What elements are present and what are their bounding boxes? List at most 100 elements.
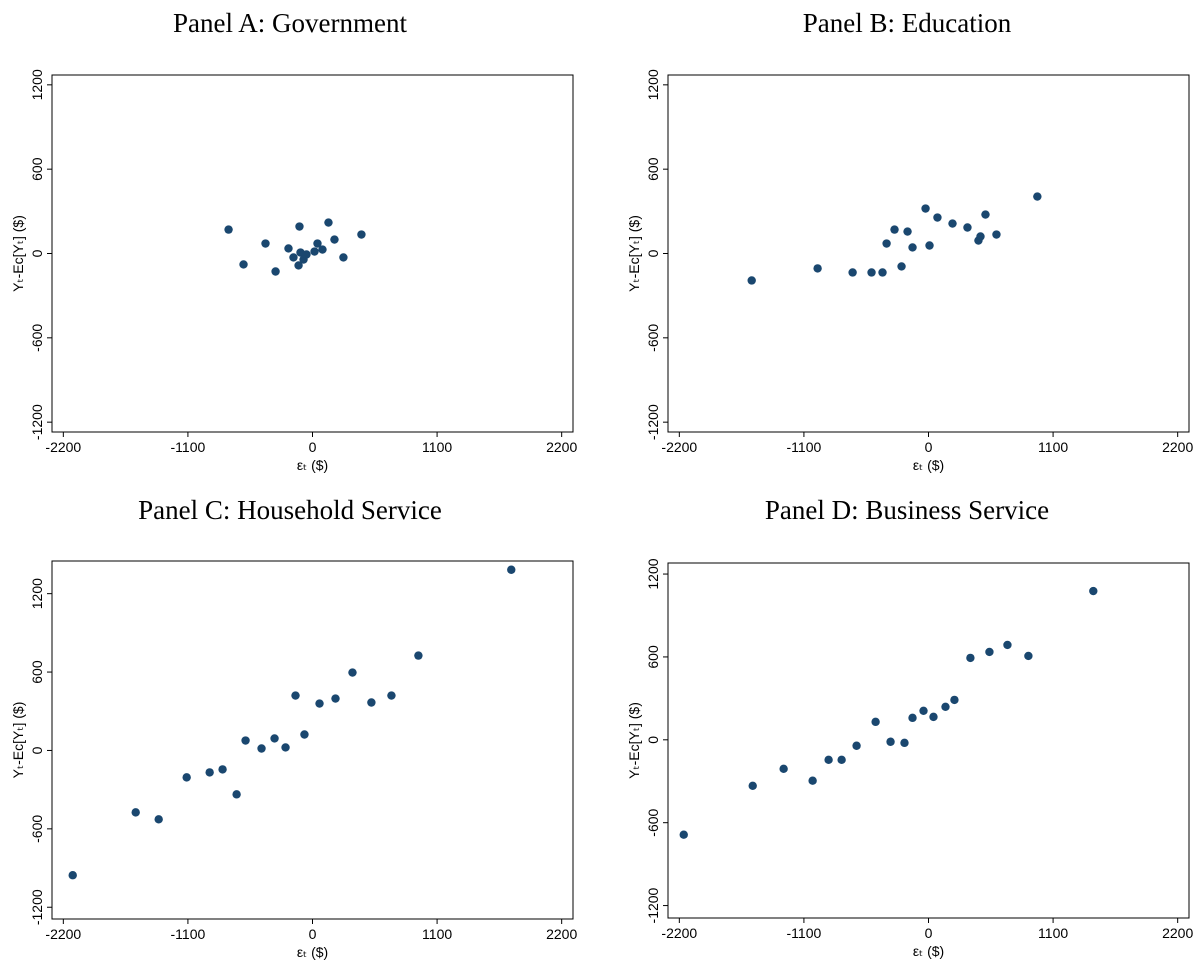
point [779, 764, 788, 774]
point [813, 264, 822, 273]
y-tick-label: 600 [645, 645, 661, 669]
point [908, 243, 917, 252]
point [882, 239, 891, 248]
y-tick-label: 1200 [645, 69, 661, 100]
x-tick-label: 2200 [546, 439, 577, 455]
point [330, 235, 339, 244]
x-tick-label: 1100 [1038, 925, 1068, 941]
point [985, 647, 994, 657]
panel-title: Panel C: Household Service [138, 495, 442, 525]
point [948, 219, 957, 228]
x-tick-label: -1100 [787, 439, 822, 455]
x-tick-label: 2200 [1162, 925, 1193, 941]
x-axis-label: εₜ ($) [297, 457, 328, 473]
y-tick-label: -600 [645, 808, 661, 836]
point [1033, 192, 1042, 201]
point [281, 743, 290, 752]
point [257, 744, 266, 753]
y-axis-label: Yₜ-Eᴄ[Yₜ] ($) [10, 215, 26, 292]
point [205, 768, 214, 777]
point [357, 230, 366, 239]
point [981, 210, 990, 219]
y-tick-label: 1200 [645, 558, 661, 589]
point [154, 815, 163, 824]
y-tick-label: 0 [29, 249, 45, 257]
point [300, 730, 309, 739]
point [318, 245, 327, 254]
point [878, 268, 887, 277]
point [897, 262, 906, 271]
point [852, 741, 861, 750]
point [929, 712, 938, 722]
x-tick-label: 0 [309, 439, 317, 455]
y-tick-label: -1200 [29, 404, 45, 440]
point [848, 268, 857, 277]
point [1089, 586, 1098, 596]
point [871, 717, 880, 727]
x-tick-label: -2200 [45, 439, 81, 455]
plot-frame [667, 562, 1190, 919]
point [1003, 640, 1012, 650]
y-axis-label: Yₜ-Eᴄ[Yₜ] ($) [626, 215, 642, 292]
point [239, 260, 248, 269]
y-tick-label: -600 [645, 324, 661, 352]
panel-title: Panel B: Education [803, 8, 1012, 38]
point [919, 706, 928, 716]
x-axis-label: εₜ ($) [913, 943, 944, 959]
y-tick-label: 0 [645, 249, 661, 257]
point [414, 651, 423, 660]
x-tick-label: -2200 [661, 439, 697, 455]
point [295, 222, 304, 231]
x-tick-label: 2200 [1162, 439, 1193, 455]
point [224, 225, 233, 234]
point [921, 204, 930, 213]
x-tick-label: 1100 [422, 926, 452, 942]
y-tick-label: 1200 [29, 69, 45, 100]
y-axis-label: Yₜ-Eᴄ[Yₜ] ($) [626, 702, 642, 779]
point [232, 790, 241, 799]
point [886, 737, 895, 746]
point [68, 871, 77, 880]
point [808, 776, 817, 785]
point [315, 699, 324, 708]
point [976, 232, 985, 241]
x-tick-label: -1100 [171, 926, 206, 942]
x-tick-label: -1100 [787, 925, 822, 941]
point [679, 830, 688, 839]
y-tick-label: 0 [645, 736, 661, 744]
point [331, 694, 340, 703]
point [507, 565, 516, 574]
y-tick-label: -600 [29, 324, 45, 352]
point [291, 691, 300, 700]
panel-title: Panel D: Business Service [765, 495, 1049, 525]
y-tick-label: -1200 [29, 889, 45, 925]
point [339, 253, 348, 262]
point [867, 268, 876, 277]
point [837, 755, 846, 765]
y-tick-label: 0 [29, 746, 45, 754]
x-axis-label: εₜ ($) [297, 944, 328, 960]
point [900, 738, 909, 748]
point [903, 227, 912, 236]
x-tick-label: 0 [309, 926, 317, 942]
point [387, 691, 396, 700]
point [294, 261, 303, 270]
x-tick-label: 0 [925, 925, 933, 941]
x-tick-label: 1100 [422, 439, 452, 455]
point [218, 765, 227, 774]
point [933, 213, 942, 222]
y-tick-label: 600 [29, 157, 45, 181]
point [908, 713, 917, 723]
point [324, 218, 333, 227]
point [1024, 651, 1033, 661]
point [367, 698, 376, 707]
y-tick-label: -600 [29, 815, 45, 843]
point [950, 695, 959, 705]
point [992, 230, 1001, 239]
point [966, 653, 975, 663]
x-tick-label: 0 [925, 439, 933, 455]
panel-title: Panel A: Government [173, 8, 407, 38]
point [271, 267, 280, 276]
point [289, 253, 298, 262]
